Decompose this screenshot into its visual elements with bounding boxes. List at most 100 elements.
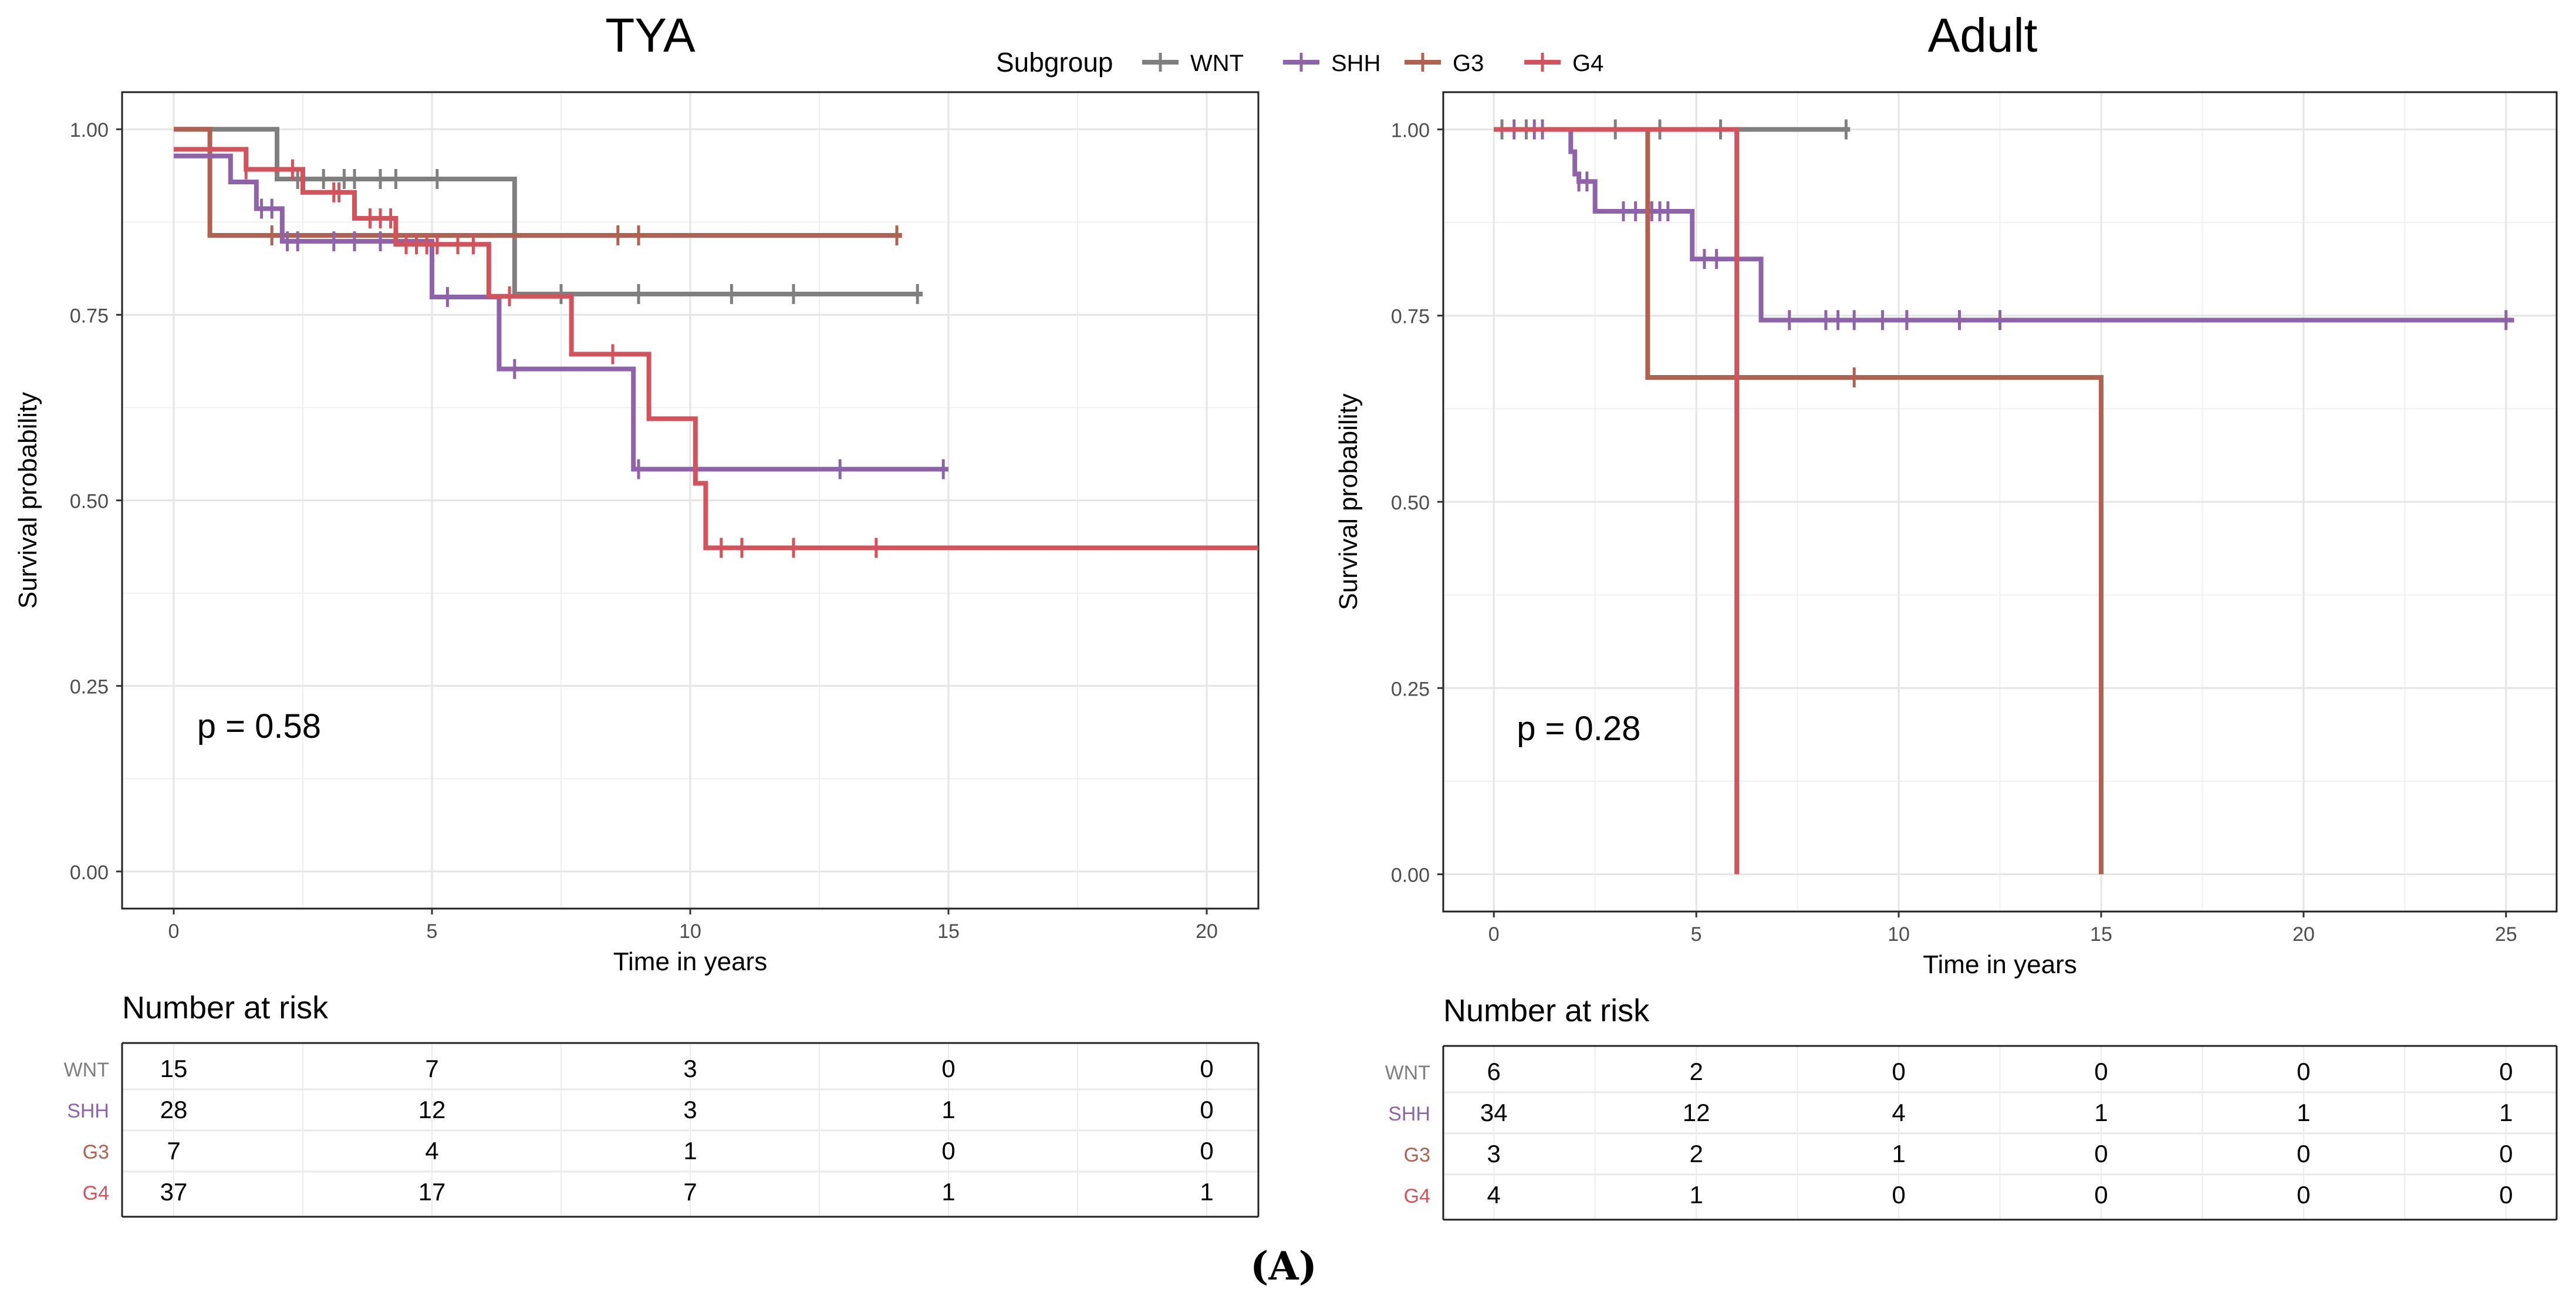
- legend-item-g3: G3: [1405, 50, 1484, 76]
- risk-count: 7: [425, 1055, 438, 1082]
- adult-p-value: p = 0.28: [1517, 710, 1640, 748]
- x-tick-label: 15: [2090, 923, 2112, 946]
- x-tick-label: 10: [679, 920, 701, 943]
- risk-count: 3: [1487, 1140, 1501, 1167]
- risk-count: 0: [1200, 1055, 1213, 1082]
- legend-label-g3: G3: [1453, 50, 1484, 76]
- tya-y-axis-label: Survival probability: [13, 392, 42, 609]
- tya-x-axis-label: Time in years: [613, 947, 767, 976]
- risk-row-label-g4: G4: [83, 1182, 109, 1204]
- risk-count: 0: [2094, 1140, 2108, 1167]
- risk-row-label-shh: SHH: [67, 1100, 109, 1122]
- risk-count: 15: [160, 1055, 188, 1082]
- adult-curves: [1494, 119, 2514, 875]
- y-tick-label: 0.25: [70, 676, 109, 698]
- legend-label-wnt: WNT: [1190, 50, 1244, 76]
- tya-p-value: p = 0.58: [197, 707, 321, 745]
- risk-count: 0: [1892, 1181, 1905, 1209]
- risk-count: 34: [1480, 1099, 1508, 1126]
- y-tick-label: 0.00: [1391, 865, 1430, 887]
- risk-row-label-g3: G3: [1404, 1144, 1430, 1166]
- y-tick-label: 0.75: [70, 305, 109, 327]
- tya-grid: [122, 92, 1258, 909]
- risk-count: 4: [425, 1137, 438, 1165]
- risk-count: 0: [2499, 1058, 2513, 1085]
- risk-count: 0: [2297, 1058, 2310, 1085]
- risk-count: 0: [941, 1055, 955, 1082]
- risk-count: 1: [941, 1096, 955, 1123]
- risk-count: 0: [2094, 1181, 2108, 1209]
- tya-chart-title: TYA: [605, 9, 696, 62]
- x-tick-label: 20: [2293, 923, 2315, 946]
- y-tick-label: 1.00: [70, 119, 109, 141]
- risk-count: 3: [683, 1055, 697, 1082]
- risk-count: 1: [2499, 1099, 2513, 1126]
- figure-label: (A): [1250, 1243, 1317, 1289]
- risk-count: 7: [683, 1178, 697, 1206]
- survival-curve-shh: [174, 153, 948, 472]
- x-tick-label: 15: [937, 920, 960, 943]
- risk-count: 3: [683, 1096, 697, 1123]
- risk-count: 1: [1689, 1181, 1703, 1209]
- survival-curve-g4: [174, 147, 1258, 551]
- risk-count: 0: [2094, 1058, 2108, 1085]
- risk-row-label-g3: G3: [83, 1141, 109, 1163]
- x-tick-label: 20: [1196, 920, 1218, 943]
- legend-label-g4: G4: [1572, 50, 1603, 76]
- risk-count: 1: [1200, 1178, 1213, 1206]
- risk-row-label-wnt: WNT: [64, 1059, 109, 1081]
- survival-curve-g3: [174, 127, 902, 238]
- risk-count: 12: [418, 1096, 446, 1123]
- risk-count: 0: [1200, 1096, 1213, 1123]
- risk-count: 1: [2094, 1099, 2108, 1126]
- x-tick-label: 5: [1691, 923, 1702, 946]
- tya-panel: TYA 0.00 0.25 0.50 0.75 1.00 0 5 10 15 20 Time in y…: [13, 9, 1260, 976]
- risk-count: 1: [1892, 1140, 1905, 1167]
- x-tick-label: 0: [168, 920, 180, 943]
- adult-x-axis-label: Time in years: [1923, 950, 2077, 979]
- adult-grid: [1443, 92, 2557, 912]
- y-tick-label: 0.50: [1391, 492, 1430, 514]
- risk-count: 1: [2297, 1099, 2310, 1126]
- risk-count: 0: [2499, 1140, 2513, 1167]
- risk-count: 4: [1487, 1181, 1501, 1209]
- legend-item-shh: SHH: [1283, 50, 1380, 76]
- legend-item-g4: G4: [1524, 50, 1603, 76]
- risk-count: 37: [160, 1178, 188, 1206]
- risk-count: 4: [1892, 1099, 1905, 1126]
- risk-count: 0: [2297, 1181, 2310, 1209]
- risk-count: 0: [2297, 1140, 2310, 1167]
- risk-row-label-g4: G4: [1404, 1185, 1430, 1207]
- x-tick-label: 10: [1888, 923, 1910, 946]
- risk-count: 17: [418, 1178, 446, 1206]
- risk-count: 7: [167, 1137, 180, 1165]
- adult-panel: Adult 0.00 0.25 0.50 0.75 1.00 0 5 10 15 20 25 Time …: [1334, 9, 2558, 979]
- risk-count: 6: [1487, 1058, 1501, 1085]
- risk-count: 12: [1683, 1099, 1710, 1126]
- risk-row-label-shh: SHH: [1388, 1103, 1430, 1125]
- x-tick-label: 25: [2495, 923, 2517, 946]
- y-tick-label: 0.50: [70, 491, 109, 513]
- risk-count: 2: [1689, 1058, 1703, 1085]
- risk-count: 1: [683, 1137, 697, 1165]
- y-tick-label: 0.00: [70, 862, 109, 884]
- adult-risk-table: Number at risk WNT 6 2 0 0 0 0 SHH 34 12 4 1 1 1 G3 3 2 1 0…: [1385, 993, 2558, 1221]
- legend: Subgroup WNT SHH G3 G4: [996, 47, 1603, 77]
- risk-count: 0: [2499, 1181, 2513, 1209]
- tya-risk-table-title: Number at risk: [122, 990, 329, 1025]
- y-tick-label: 0.75: [1391, 306, 1430, 328]
- x-tick-label: 0: [1488, 923, 1500, 946]
- risk-count: 28: [160, 1096, 188, 1123]
- y-tick-label: 1.00: [1391, 119, 1430, 141]
- survival-curve-wnt: [174, 127, 923, 296]
- risk-count: 0: [1892, 1058, 1905, 1085]
- tya-risk-table: Number at risk WNT 15 7 3 0 0 SHH 28 12 3 1 0 G3 7 4 1 0 0…: [64, 990, 1260, 1218]
- survival-curve-g4: [1494, 127, 1740, 875]
- legend-item-wnt: WNT: [1142, 50, 1244, 76]
- risk-count: 2: [1689, 1140, 1703, 1167]
- legend-title: Subgroup: [996, 47, 1113, 77]
- tya-curves: [174, 127, 1258, 558]
- x-tick-label: 5: [427, 920, 438, 943]
- y-tick-label: 0.25: [1391, 678, 1430, 700]
